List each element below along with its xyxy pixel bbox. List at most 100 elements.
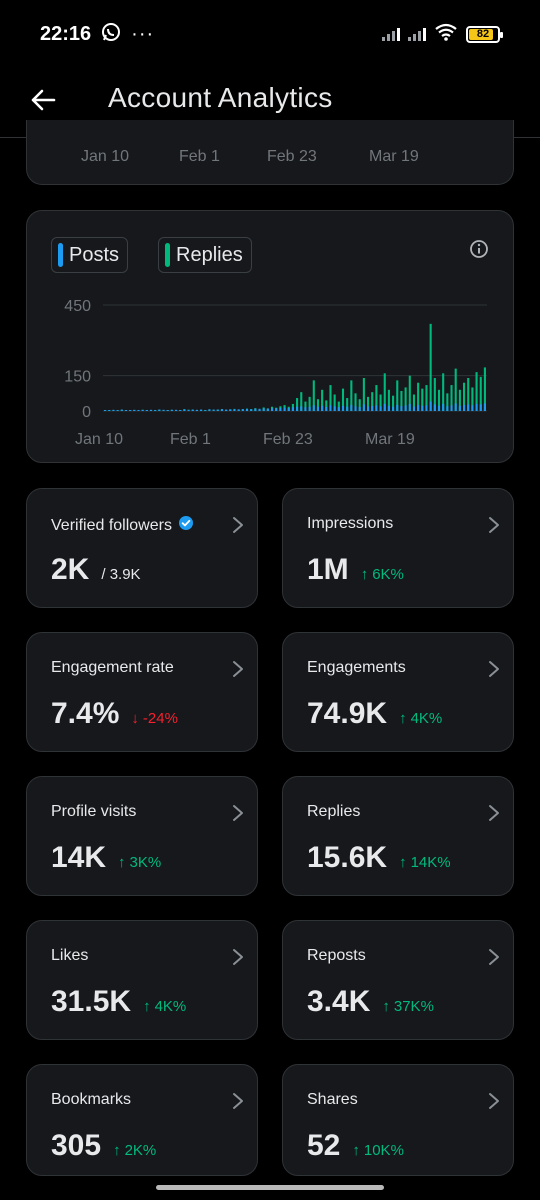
posts-bar[interactable]	[312, 405, 315, 411]
posts-bar[interactable]	[429, 401, 432, 411]
stat-card-profile-visits[interactable]: Profile visits 14K ↑ 3K%	[26, 776, 258, 896]
posts-bar[interactable]	[141, 409, 144, 411]
posts-bar[interactable]	[308, 406, 311, 411]
replies-bar[interactable]	[375, 385, 378, 411]
back-button[interactable]	[28, 85, 58, 115]
posts-bar[interactable]	[170, 409, 173, 411]
replies-bar[interactable]	[421, 388, 424, 411]
replies-bar[interactable]	[371, 392, 374, 411]
replies-bar[interactable]	[400, 390, 403, 411]
replies-bar[interactable]	[316, 399, 319, 411]
posts-bar[interactable]	[116, 410, 119, 411]
posts-bar[interactable]	[237, 409, 240, 411]
posts-bar[interactable]	[408, 403, 411, 411]
stat-card-shares[interactable]: Shares 52 ↑ 10K%	[282, 1064, 514, 1176]
replies-bar[interactable]	[325, 400, 328, 411]
posts-bar[interactable]	[245, 408, 249, 411]
replies-bar[interactable]	[387, 389, 390, 411]
replies-bar[interactable]	[429, 323, 432, 411]
stat-card-verified-followers[interactable]: Verified followers 2K / 3.9K	[26, 488, 258, 608]
posts-bar[interactable]	[404, 405, 407, 411]
posts-bar[interactable]	[187, 409, 190, 411]
replies-bar[interactable]	[296, 398, 299, 411]
replies-bar[interactable]	[358, 399, 361, 411]
posts-bar[interactable]	[446, 406, 449, 411]
posts-bar[interactable]	[479, 404, 482, 411]
stat-card-replies[interactable]: Replies 15.6K ↑ 14K%	[282, 776, 514, 896]
replies-bar[interactable]	[408, 375, 411, 411]
posts-bar[interactable]	[208, 409, 211, 411]
posts-bar[interactable]	[450, 405, 453, 411]
posts-bar[interactable]	[241, 409, 244, 411]
posts-bar[interactable]	[425, 405, 428, 411]
posts-bar[interactable]	[341, 405, 345, 411]
posts-bar[interactable]	[333, 406, 336, 411]
replies-bar[interactable]	[417, 382, 420, 411]
posts-bar[interactable]	[166, 410, 169, 411]
replies-bar[interactable]	[321, 389, 324, 411]
posts-bar[interactable]	[421, 405, 424, 411]
replies-bar[interactable]	[471, 387, 474, 411]
posts-bar[interactable]	[179, 410, 182, 411]
replies-bar[interactable]	[362, 378, 365, 411]
posts-bar[interactable]	[279, 407, 282, 411]
info-icon[interactable]	[469, 239, 489, 259]
posts-bar[interactable]	[316, 406, 319, 411]
replies-bar[interactable]	[329, 385, 332, 411]
posts-bar[interactable]	[250, 409, 253, 411]
replies-bar[interactable]	[450, 385, 453, 411]
posts-bar[interactable]	[195, 409, 198, 411]
stat-card-engagement-rate[interactable]: Engagement rate 7.4% ↓ -24%	[26, 632, 258, 752]
replies-bar[interactable]	[350, 380, 353, 411]
stat-card-impressions[interactable]: Impressions 1M ↑ 6K%	[282, 488, 514, 608]
replies-bar[interactable]	[475, 372, 478, 411]
stat-card-reposts[interactable]: Reposts 3.4K ↑ 37K%	[282, 920, 514, 1040]
replies-bar[interactable]	[354, 393, 357, 411]
replies-bar[interactable]	[404, 387, 407, 411]
replies-bar[interactable]	[300, 392, 303, 411]
replies-bar[interactable]	[304, 401, 307, 411]
posts-bar[interactable]	[233, 409, 236, 411]
posts-bar[interactable]	[200, 409, 203, 411]
stat-card-engagements[interactable]: Engagements 74.9K ↑ 4K%	[282, 632, 514, 752]
posts-bar[interactable]	[262, 408, 265, 411]
posts-bar[interactable]	[337, 407, 340, 411]
posts-bar[interactable]	[229, 409, 232, 411]
posts-bar[interactable]	[442, 403, 445, 411]
posts-bar[interactable]	[433, 404, 436, 411]
posts-bar[interactable]	[162, 409, 165, 411]
posts-bar[interactable]	[396, 404, 399, 411]
posts-bar[interactable]	[300, 406, 303, 411]
posts-bar[interactable]	[475, 403, 478, 411]
posts-bar[interactable]	[325, 407, 328, 411]
posts-bar[interactable]	[137, 410, 140, 411]
posts-bar[interactable]	[266, 408, 269, 411]
posts-bar[interactable]	[129, 410, 132, 411]
posts-bar[interactable]	[463, 404, 466, 411]
posts-bar[interactable]	[383, 403, 386, 411]
replies-bar[interactable]	[333, 394, 336, 411]
posts-bar[interactable]	[216, 409, 219, 411]
posts-bar[interactable]	[375, 405, 378, 411]
posts-bar[interactable]	[358, 407, 361, 411]
replies-bar[interactable]	[346, 398, 349, 411]
posts-bar[interactable]	[158, 409, 161, 411]
posts-bar[interactable]	[379, 406, 382, 411]
stat-card-likes[interactable]: Likes 31.5K ↑ 4K%	[26, 920, 258, 1040]
replies-bar[interactable]	[337, 401, 340, 411]
posts-bar[interactable]	[149, 409, 153, 411]
replies-bar[interactable]	[425, 385, 428, 411]
posts-bar[interactable]	[191, 409, 194, 411]
posts-bar[interactable]	[471, 405, 474, 411]
posts-bar[interactable]	[454, 403, 457, 411]
replies-bar[interactable]	[454, 368, 457, 411]
posts-bar[interactable]	[350, 404, 353, 411]
legend-posts[interactable]: Posts	[51, 237, 129, 273]
posts-bar[interactable]	[145, 410, 148, 411]
replies-bar[interactable]	[312, 380, 315, 411]
posts-bar[interactable]	[467, 404, 470, 411]
posts-bar[interactable]	[154, 410, 157, 411]
replies-bar[interactable]	[463, 382, 466, 411]
posts-bar[interactable]	[400, 406, 403, 411]
posts-bar[interactable]	[291, 407, 294, 411]
